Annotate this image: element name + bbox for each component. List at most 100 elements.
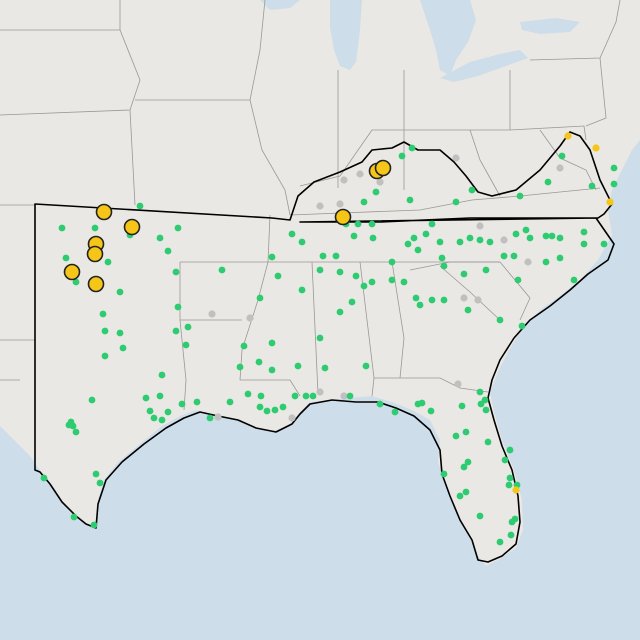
station-marker[interactable] [558, 152, 566, 160]
station-marker[interactable] [69, 422, 77, 430]
station-marker[interactable] [146, 407, 154, 415]
station-marker[interactable] [360, 282, 368, 290]
station-marker[interactable] [119, 344, 127, 352]
medium-station-markers[interactable] [512, 132, 614, 494]
station-marker[interactable] [62, 254, 70, 262]
station-marker[interactable] [436, 238, 444, 246]
station-marker[interactable] [477, 400, 485, 408]
station-marker[interactable] [271, 406, 279, 414]
station-marker[interactable] [321, 364, 329, 372]
inactive-station-marker[interactable] [208, 310, 216, 318]
station-marker[interactable] [508, 518, 516, 526]
station-marker[interactable] [156, 234, 164, 242]
station-marker[interactable] [96, 479, 104, 487]
station-marker[interactable] [506, 446, 514, 454]
station-marker[interactable] [164, 247, 172, 255]
station-marker[interactable] [360, 198, 368, 206]
station-marker[interactable] [482, 266, 490, 274]
station-marker[interactable] [316, 334, 324, 342]
station-marker[interactable] [116, 288, 124, 296]
station-marker[interactable] [91, 224, 99, 232]
station-marker[interactable] [476, 388, 484, 396]
station-marker[interactable] [398, 152, 406, 160]
station-marker[interactable] [406, 196, 414, 204]
station-marker[interactable] [309, 392, 317, 400]
station-marker[interactable] [40, 474, 48, 482]
station-marker[interactable] [178, 400, 186, 408]
inactive-station-marker[interactable] [340, 392, 348, 400]
station-marker[interactable] [72, 428, 80, 436]
station-marker[interactable] [464, 458, 472, 466]
station-marker[interactable] [526, 234, 534, 242]
station-marker[interactable] [174, 303, 182, 311]
station-marker[interactable] [240, 342, 248, 350]
station-marker[interactable] [294, 362, 302, 370]
station-marker[interactable] [70, 513, 78, 521]
station-marker[interactable] [116, 329, 124, 337]
station-marker[interactable] [368, 220, 376, 228]
station-marker[interactable] [226, 398, 234, 406]
station-marker[interactable] [368, 278, 376, 286]
station-marker[interactable] [362, 362, 370, 370]
large-station-marker[interactable] [86, 245, 104, 263]
station-marker[interactable] [164, 408, 172, 416]
medium-station-marker[interactable] [512, 486, 520, 494]
station-marker[interactable] [476, 512, 484, 520]
station-marker[interactable] [158, 371, 166, 379]
station-marker[interactable] [206, 414, 214, 422]
station-marker[interactable] [257, 392, 265, 400]
station-marker[interactable] [255, 358, 263, 366]
station-marker[interactable] [298, 238, 306, 246]
station-marker[interactable] [588, 182, 596, 190]
station-marker[interactable] [542, 258, 550, 266]
station-marker[interactable] [500, 252, 508, 260]
station-marker[interactable] [174, 224, 182, 232]
station-marker[interactable] [156, 392, 164, 400]
station-marker[interactable] [244, 390, 252, 398]
station-marker[interactable] [142, 394, 150, 402]
inactive-station-markers[interactable] [208, 154, 564, 422]
station-marker[interactable] [172, 327, 180, 335]
large-station-marker[interactable] [374, 159, 392, 177]
station-marker[interactable] [388, 258, 396, 266]
station-marker[interactable] [476, 236, 484, 244]
station-marker[interactable] [466, 234, 474, 242]
station-marker[interactable] [428, 296, 436, 304]
station-marker[interactable] [542, 232, 550, 240]
station-marker[interactable] [486, 238, 494, 246]
station-marker[interactable] [556, 234, 564, 242]
inactive-station-marker[interactable] [460, 294, 468, 302]
inactive-station-marker[interactable] [376, 178, 384, 186]
station-marker[interactable] [505, 481, 513, 489]
large-station-markers[interactable] [63, 159, 392, 293]
station-marker[interactable] [346, 392, 354, 400]
station-marker[interactable] [610, 164, 618, 172]
station-marker[interactable] [274, 272, 282, 280]
station-marker[interactable] [172, 268, 180, 276]
station-marker[interactable] [548, 232, 556, 240]
station-marker[interactable] [458, 402, 466, 410]
station-marker[interactable] [418, 399, 426, 407]
station-marker[interactable] [391, 408, 399, 416]
station-marker[interactable] [90, 521, 98, 529]
station-marker[interactable] [104, 258, 112, 266]
station-marker[interactable] [158, 416, 166, 424]
station-marker[interactable] [92, 470, 100, 478]
station-marker[interactable] [484, 438, 492, 446]
station-marker[interactable] [422, 230, 430, 238]
station-marker[interactable] [452, 198, 460, 206]
station-marker[interactable] [298, 286, 306, 294]
station-markers[interactable] [40, 144, 618, 546]
station-marker[interactable] [408, 144, 416, 152]
station-marker[interactable] [88, 396, 96, 404]
station-marker[interactable] [291, 392, 299, 400]
station-marker[interactable] [268, 339, 276, 347]
station-marker[interactable] [600, 240, 608, 248]
station-marker[interactable] [72, 278, 80, 286]
station-marker[interactable] [570, 276, 578, 284]
station-marker[interactable] [610, 180, 618, 188]
inactive-station-marker[interactable] [316, 388, 324, 396]
station-marker[interactable] [462, 488, 470, 496]
station-marker[interactable] [372, 188, 380, 196]
